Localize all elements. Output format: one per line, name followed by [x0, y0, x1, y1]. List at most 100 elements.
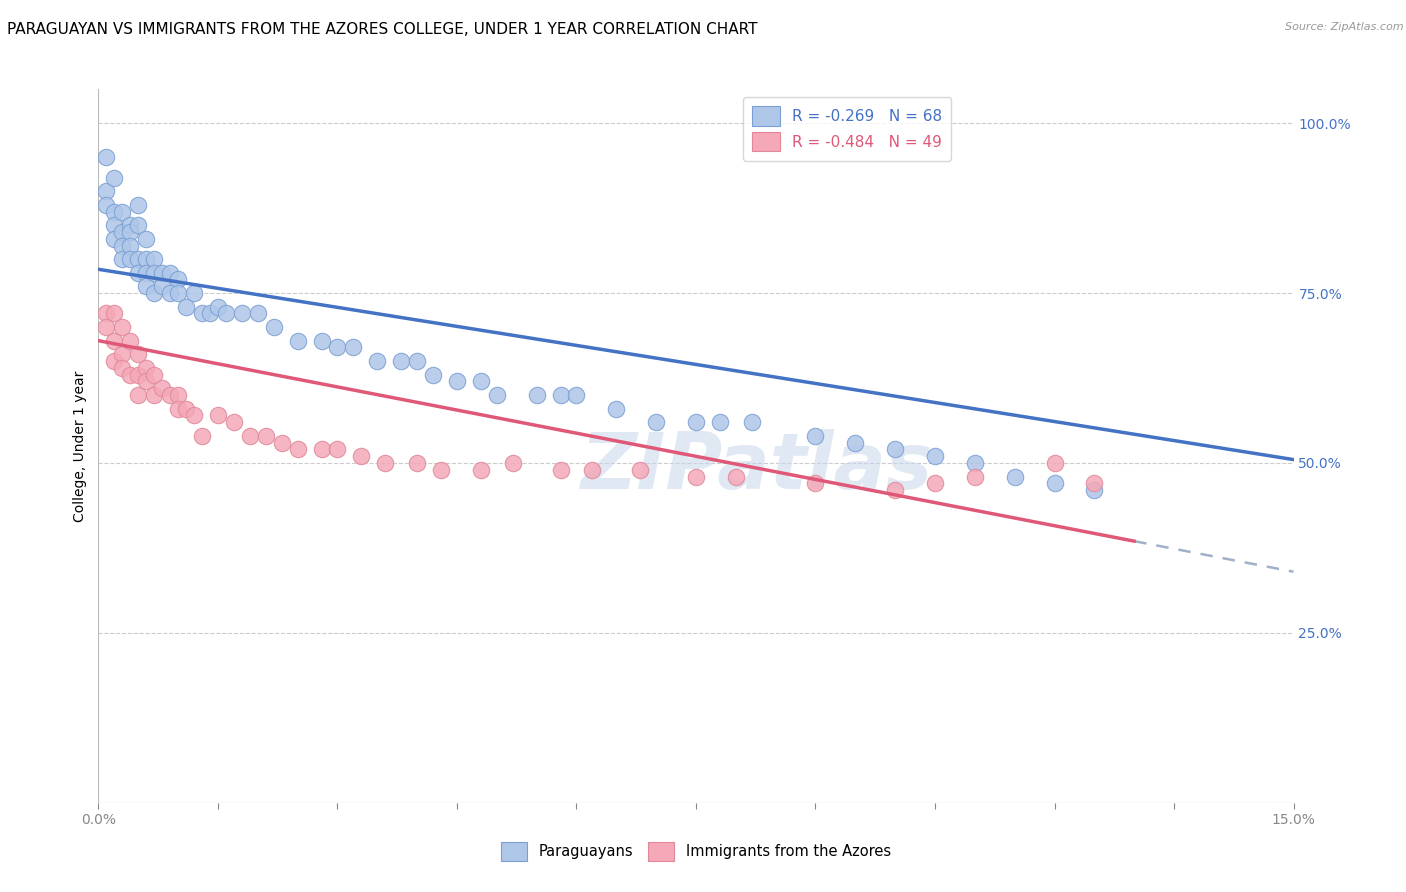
Point [231, 306, 253, 320]
Point [135, 360, 157, 375]
Point [167, 401, 190, 416]
Point [111, 252, 134, 266]
Point [844, 435, 866, 450]
Point [724, 469, 747, 483]
Point [120, 238, 142, 252]
Point [111, 320, 134, 334]
Point [963, 469, 986, 483]
Point [709, 415, 731, 429]
Point [1043, 476, 1066, 491]
Point [135, 252, 157, 266]
Point [628, 463, 651, 477]
Point [1004, 469, 1026, 483]
Point [741, 415, 763, 429]
Point [565, 388, 588, 402]
Point [366, 354, 388, 368]
Point [96, 198, 118, 212]
Point [135, 375, 157, 389]
Point [1043, 456, 1066, 470]
Point [287, 334, 309, 348]
Point [103, 306, 125, 320]
Point [103, 334, 125, 348]
Point [1083, 476, 1105, 491]
Point [246, 306, 269, 320]
Point [111, 238, 134, 252]
Point [884, 442, 907, 457]
Point [254, 429, 277, 443]
Point [239, 429, 262, 443]
Point [174, 401, 197, 416]
Point [127, 347, 149, 361]
Point [96, 184, 118, 198]
Point [135, 279, 157, 293]
Point [143, 388, 166, 402]
Point [111, 225, 134, 239]
Point [581, 463, 603, 477]
Point [198, 306, 221, 320]
Point [159, 266, 181, 280]
Point [135, 232, 157, 246]
Point [207, 409, 229, 423]
Point [127, 266, 149, 280]
Point [96, 150, 118, 164]
Point [120, 225, 142, 239]
Point [222, 415, 245, 429]
Point [159, 286, 181, 301]
Point [167, 286, 190, 301]
Point [374, 456, 396, 470]
Point [135, 266, 157, 280]
Point [143, 266, 166, 280]
Point [167, 388, 190, 402]
Point [502, 456, 524, 470]
Point [389, 354, 412, 368]
Point [470, 375, 492, 389]
Point [111, 360, 134, 375]
Point [311, 442, 333, 457]
Point [804, 429, 827, 443]
Point [287, 442, 309, 457]
Point [311, 334, 333, 348]
Point [103, 170, 125, 185]
Point [1083, 483, 1105, 498]
Point [143, 368, 166, 382]
Point [207, 300, 229, 314]
Point [884, 483, 907, 498]
Point [526, 388, 548, 402]
Point [111, 204, 134, 219]
Point [183, 409, 205, 423]
Point [103, 204, 125, 219]
Text: PARAGUAYAN VS IMMIGRANTS FROM THE AZORES COLLEGE, UNDER 1 YEAR CORRELATION CHART: PARAGUAYAN VS IMMIGRANTS FROM THE AZORES… [7, 22, 758, 37]
Point [167, 272, 190, 286]
Point [963, 456, 986, 470]
Point [150, 381, 173, 395]
Point [470, 463, 492, 477]
Point [350, 449, 373, 463]
Point [120, 252, 142, 266]
Point [191, 306, 214, 320]
Point [183, 286, 205, 301]
Point [127, 388, 149, 402]
Point [120, 368, 142, 382]
Point [685, 469, 707, 483]
Point [127, 198, 149, 212]
Point [430, 463, 453, 477]
Legend: Paraguayans, Immigrants from the Azores: Paraguayans, Immigrants from the Azores [495, 837, 897, 867]
Point [127, 368, 149, 382]
Point [103, 354, 125, 368]
Text: Source: ZipAtlas.com: Source: ZipAtlas.com [1285, 22, 1403, 32]
Point [120, 334, 142, 348]
Point [150, 279, 173, 293]
Point [127, 252, 149, 266]
Point [550, 463, 572, 477]
Point [159, 388, 181, 402]
Point [550, 388, 572, 402]
Point [263, 320, 285, 334]
Point [143, 252, 166, 266]
Point [215, 306, 238, 320]
Y-axis label: College, Under 1 year: College, Under 1 year [73, 370, 87, 522]
Point [103, 232, 125, 246]
Point [342, 341, 364, 355]
Point [270, 435, 292, 450]
Point [804, 476, 827, 491]
Point [924, 476, 946, 491]
